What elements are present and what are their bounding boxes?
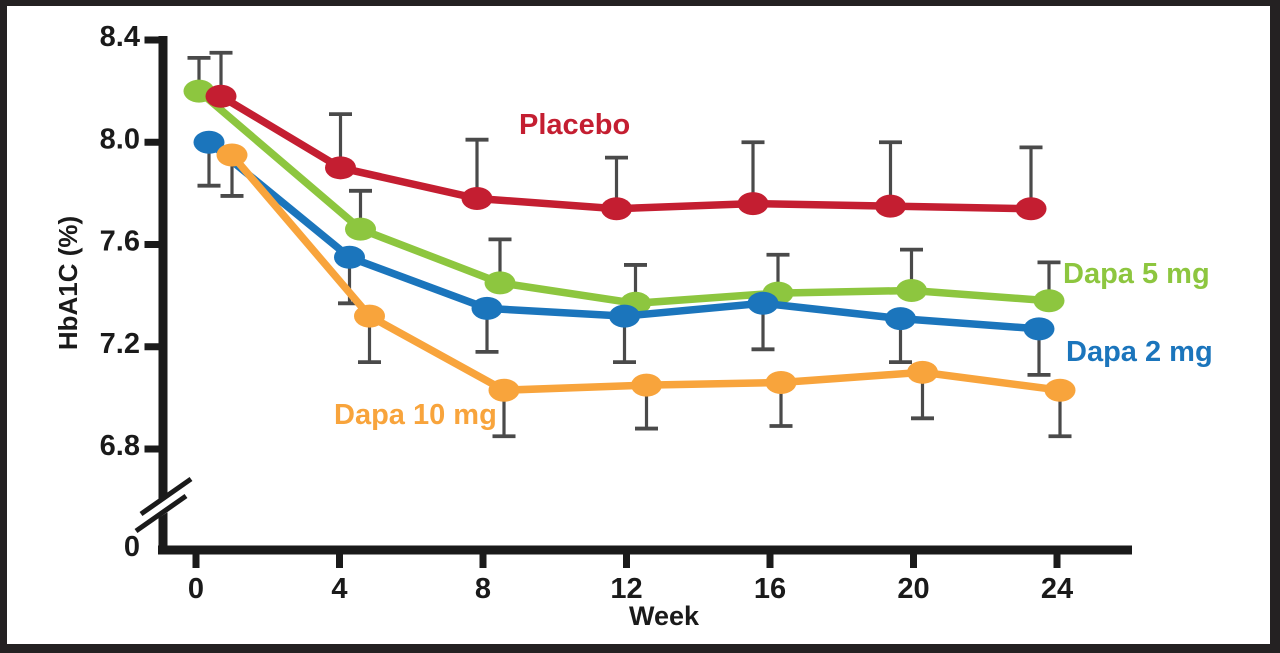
y-axis-line — [158, 36, 168, 555]
series-label-placebo: Placebo — [519, 109, 630, 141]
x-tick-label: 24 — [1041, 573, 1073, 605]
y-tick-label: 8.4 — [100, 21, 140, 53]
x-tick-label: 8 — [475, 573, 491, 605]
data-point-week-8 — [488, 378, 520, 402]
axis-break-gap — [129, 479, 199, 531]
data-point-week-8 — [484, 271, 516, 295]
data-point-week-4 — [345, 217, 376, 241]
data-point-week-12 — [609, 304, 640, 328]
x-tick — [623, 552, 630, 568]
plot-background — [7, 6, 1270, 644]
data-point-week-16 — [737, 192, 769, 216]
data-point-week-8 — [471, 296, 503, 320]
y-tick-label: 7.2 — [100, 328, 140, 360]
data-point-week-24 — [1033, 289, 1065, 313]
x-tick — [192, 552, 200, 568]
y-tick — [144, 241, 163, 248]
series-label-dapa-5-mg: Dapa 5 mg — [1063, 258, 1210, 290]
series-label-dapa-10-mg: Dapa 10 mg — [334, 399, 497, 431]
y-tick-label: 8.0 — [100, 123, 140, 155]
x-tick — [766, 552, 774, 568]
data-point-week-4 — [354, 304, 385, 328]
series-label-dapa-2-mg: Dapa 2 mg — [1066, 336, 1213, 368]
x-tick — [479, 552, 487, 568]
axis-break-slash — [134, 493, 188, 534]
x-axis-label: Week — [629, 601, 700, 631]
y-tick — [144, 445, 163, 453]
y-origin-label: 0 — [124, 531, 140, 563]
y-axis-label: HbA1C (%) — [53, 216, 83, 350]
data-point-week-4 — [334, 245, 365, 269]
data-point-week-20 — [896, 279, 927, 303]
x-tick-label: 12 — [610, 573, 642, 605]
y-tick — [144, 343, 163, 351]
data-point-week-24 — [1023, 317, 1055, 341]
x-tick-label: 4 — [331, 573, 347, 605]
data-point-week-0 — [205, 84, 237, 108]
data-point-week-20 — [907, 360, 938, 384]
x-tick-label: 20 — [897, 573, 929, 605]
data-point-week-24 — [1015, 197, 1047, 221]
data-point-week-12 — [631, 373, 662, 397]
series-dapa-10-mg: Dapa 10 mg — [216, 143, 1076, 439]
x-tick-label: 16 — [754, 573, 786, 605]
series-placebo: Placebo — [205, 50, 1047, 221]
axis-break-slash — [139, 476, 193, 517]
data-point-week-8 — [461, 186, 493, 210]
data-point-week-12 — [601, 197, 632, 221]
data-series: Dapa 5 mg Placebo Dapa 2 mg Dapa 10 mg — [183, 50, 1213, 439]
x-tick — [1053, 552, 1061, 568]
data-point-week-16 — [747, 291, 779, 315]
data-point-week-0 — [216, 143, 248, 167]
y-tick — [144, 138, 163, 146]
data-point-week-16 — [765, 371, 797, 395]
y-tick-label: 6.8 — [100, 430, 140, 462]
x-tick — [336, 552, 343, 568]
data-point-week-4 — [325, 156, 356, 180]
data-point-week-20 — [885, 307, 916, 331]
x-tick-label: 0 — [188, 573, 204, 605]
data-point-week-20 — [875, 194, 906, 218]
y-tick — [144, 36, 163, 44]
data-point-week-24 — [1044, 378, 1076, 402]
axes: 8.4 8.0 7.6 7.2 6.8 0 0 4 8 12 16 20 24 — [100, 21, 1132, 605]
data-point-week-0 — [193, 130, 225, 154]
x-axis-line — [158, 545, 1132, 555]
x-tick — [910, 552, 917, 568]
series-dapa-2-mg: Dapa 2 mg — [193, 130, 1213, 377]
y-tick-label: 7.6 — [100, 226, 140, 258]
